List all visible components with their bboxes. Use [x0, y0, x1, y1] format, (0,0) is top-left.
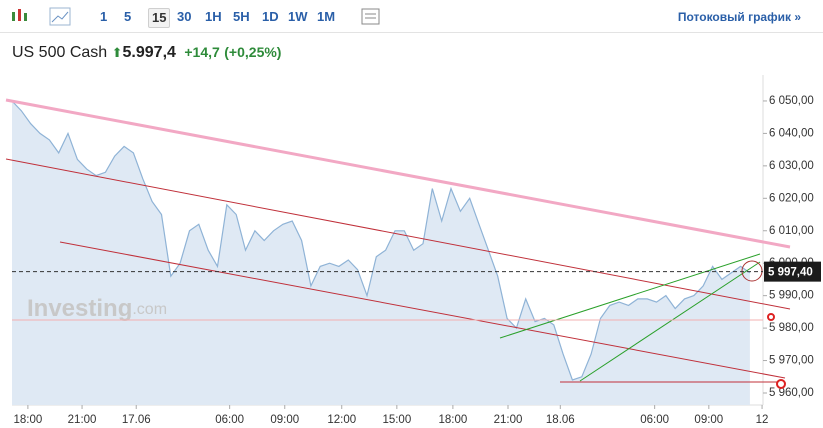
x-tick-label: 12	[756, 414, 769, 426]
interval-button[interactable]: 5H	[233, 9, 250, 24]
x-tick-label: 15:00	[382, 414, 411, 426]
marker	[776, 379, 786, 389]
instrument: US 500 Cash	[12, 44, 108, 61]
trend-line	[5, 158, 791, 310]
interval-button[interactable]: 5	[124, 9, 132, 24]
x-tick-label: 21:00	[68, 414, 97, 426]
watermark-brand: Investing	[27, 295, 132, 322]
x-tick-label: 09:00	[694, 414, 723, 426]
last-price-label: 5 997,40	[768, 267, 813, 279]
interval-button[interactable]: 1H	[205, 9, 222, 24]
y-tick-label: 6 020,00	[769, 192, 814, 204]
y-tick-label: 5 960,00	[769, 387, 814, 399]
last-price-box	[764, 261, 821, 282]
interval-button[interactable]: 1W	[288, 9, 308, 24]
x-tick-label: 18.06	[546, 414, 575, 426]
price: 5.997,4	[122, 44, 176, 61]
trend-line	[5, 98, 791, 249]
marker	[767, 313, 775, 321]
area	[12, 101, 750, 405]
stream-link[interactable]: Потоковый график »	[677, 10, 801, 24]
x-tick-label: 21:00	[494, 414, 523, 426]
price-line	[11, 100, 751, 381]
toolbar: 1 5 15 30 1H 5H 1D 1W 1M Потоковый график »	[0, 0, 823, 33]
toolbar-icons	[12, 7, 71, 26]
trend-line	[59, 241, 786, 379]
y-tick-label: 6 010,00	[769, 225, 814, 237]
y-tick-label: 6 050,00	[769, 95, 814, 107]
change-pct: (+0,25%)	[224, 44, 282, 60]
plot	[11, 75, 764, 406]
y-tick-label: 5 970,00	[769, 355, 814, 367]
x-tick-label: 06:00	[640, 414, 669, 426]
y-tick-label: 5 990,00	[769, 290, 814, 302]
x-tick-label: 06:00	[215, 414, 244, 426]
up-arrow: ⬆	[111, 45, 123, 60]
x-tick-label: 12:00	[327, 414, 356, 426]
x-tick-label: 18:00	[438, 414, 467, 426]
header: US 500 Cash ⬆5.997,4 +14,7 (+0,25%)	[12, 44, 281, 62]
y-tick-label: 5 980,00	[769, 322, 814, 334]
trend-line	[579, 261, 761, 382]
watermark-suffix: .com	[132, 301, 167, 318]
interval-button[interactable]: 1M	[317, 9, 336, 24]
x-tick-label: 18:00	[13, 414, 42, 426]
change: +14,7	[184, 44, 220, 60]
interval-button[interactable]: 1D	[262, 9, 279, 24]
interval-button[interactable]: 1	[100, 9, 108, 24]
x-tick-label: 17.06	[122, 414, 151, 426]
y-tick-label: 6 040,00	[769, 127, 814, 139]
interval-button[interactable]: 30	[177, 9, 192, 24]
x-tick-label: 09:00	[270, 414, 299, 426]
watermark: Investing.com	[27, 295, 167, 322]
settings-icon[interactable]	[360, 7, 382, 27]
y-tick-label: 6 030,00	[769, 160, 814, 172]
interval-button[interactable]: 15	[148, 8, 171, 28]
trend-line	[499, 253, 761, 339]
marker	[741, 260, 763, 282]
